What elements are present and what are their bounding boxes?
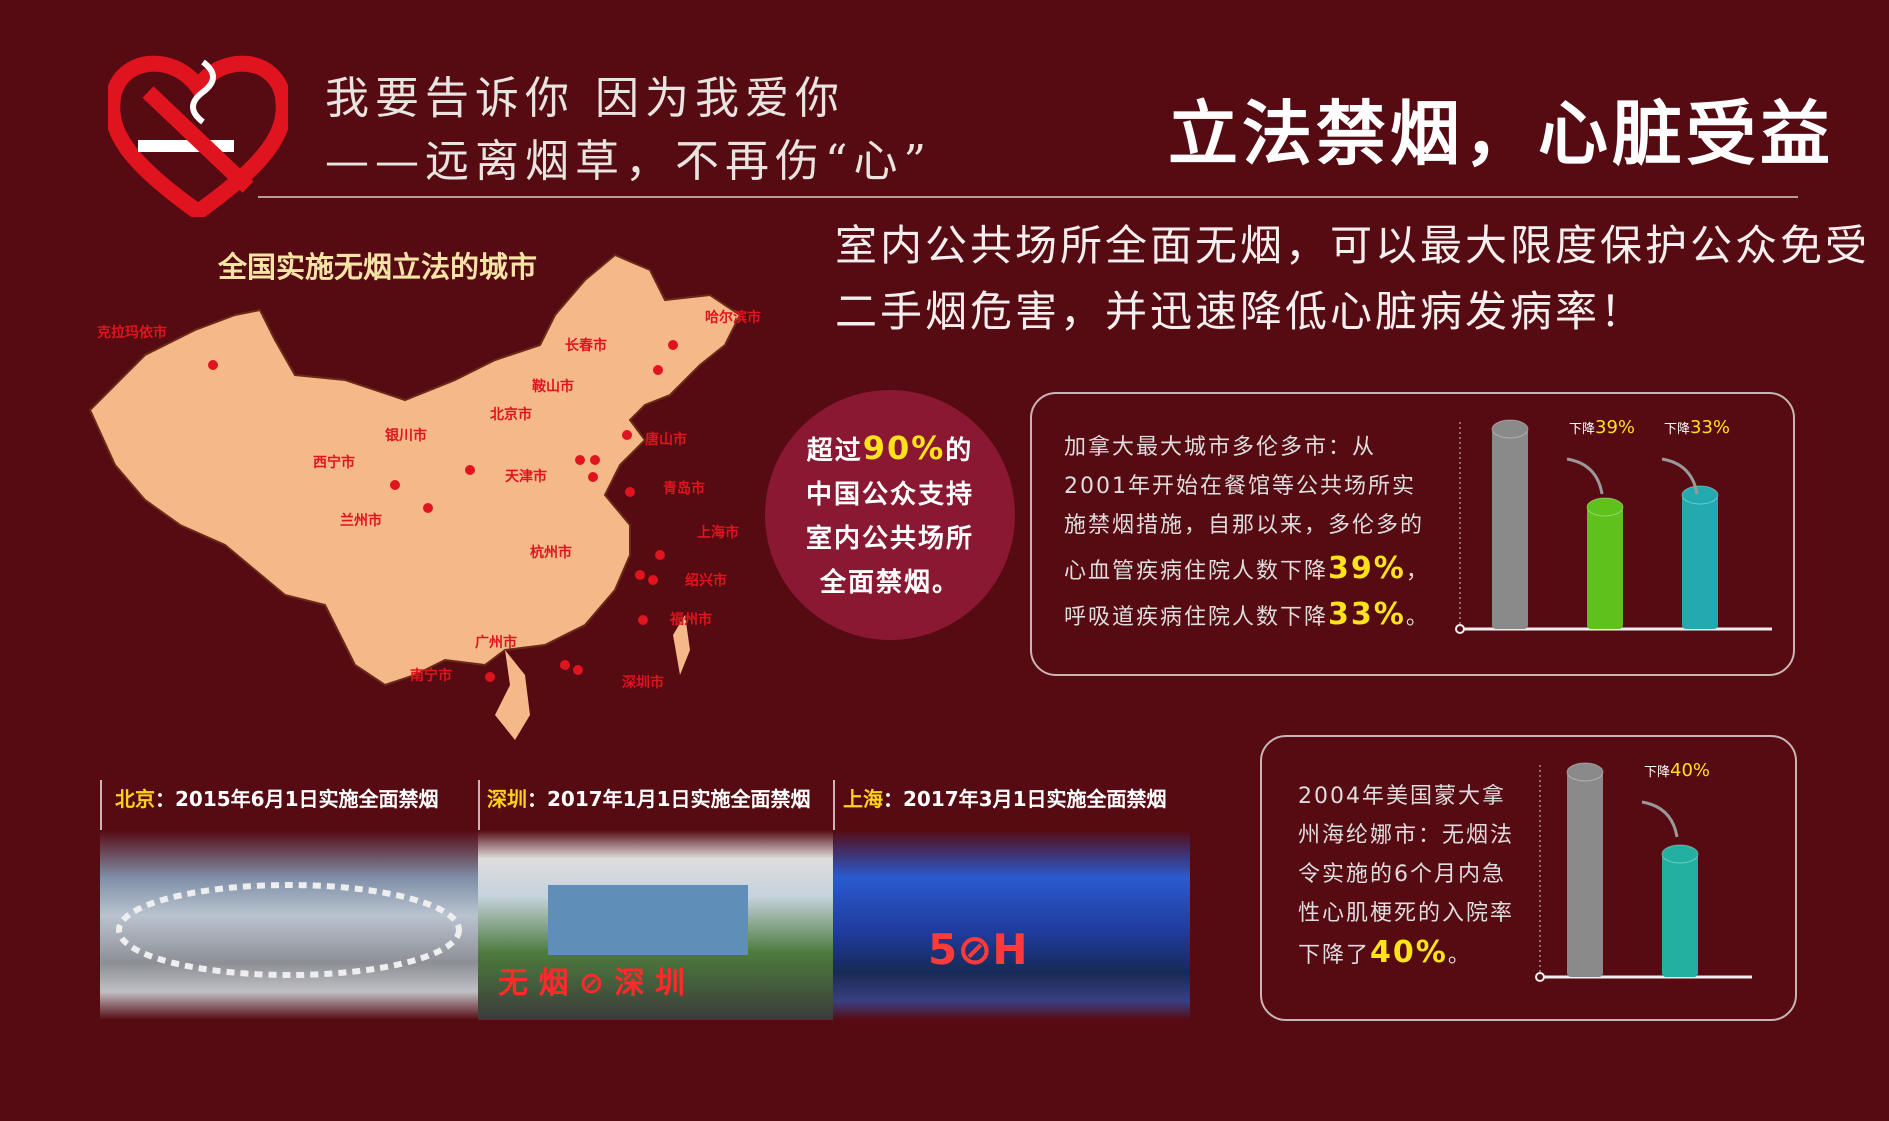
toronto-text: 加拿大最大城市多伦多市：从 2001年开始在餐馆等公共场所实 施禁烟措施，自那以… [1064, 428, 1430, 637]
caption-shanghai: 上海：2017年3月1日实施全面禁烟 [843, 783, 1167, 812]
photo-birds-nest [100, 830, 478, 1020]
arrow-icon [1641, 800, 1679, 838]
photo-shanghai: 5⊘H [833, 830, 1190, 1020]
text-line: 下降了40%。 [1298, 933, 1514, 975]
city: 上海 [843, 787, 883, 811]
city-label: 西宁市 [313, 454, 355, 471]
text: ：2017年3月1日实施全面禁烟 [883, 787, 1167, 811]
support-circle: 超过90%的 中国公众支持 室内公共场所 全面禁烟。 [765, 390, 1015, 640]
city-label: 天津市 [505, 468, 547, 485]
city-label: 南宁市 [410, 667, 452, 684]
city: 北京 [115, 787, 155, 811]
bar-top [1566, 762, 1604, 782]
map-title: 全国实施无烟立法的城市 [218, 250, 538, 284]
city: 深圳 [487, 787, 527, 811]
no-smoking-sign: 无 烟 ⊘ 深 圳 [498, 966, 685, 1001]
value: 40% [1370, 935, 1448, 970]
text: ， [1405, 559, 1430, 584]
city-label: 绍兴市 [685, 572, 727, 589]
support-pre: 超过 [806, 435, 863, 466]
bar [1492, 429, 1528, 629]
divider [478, 780, 480, 840]
text: 下降了 [1298, 943, 1371, 968]
city-label: 长春市 [565, 337, 607, 354]
text-line: 令实施的6个月内急 [1298, 862, 1506, 887]
caption-beijing: 北京：2015年6月1日实施全面禁烟 [115, 783, 439, 812]
city-label: 银川市 [385, 427, 427, 444]
drop-label: 下降33% [1664, 417, 1730, 438]
city-label: 唐山市 [645, 431, 687, 448]
text-line: 2001年开始在餐馆等公共场所实 [1064, 474, 1416, 499]
support-line4: 全面禁烟。 [819, 567, 960, 598]
slogan-line2: ——远离烟草，不再伤“心” [325, 136, 932, 187]
bar-top [1661, 844, 1699, 864]
city-label: 北京市 [490, 406, 532, 423]
helena-panel: 2004年美国蒙大拿 州海纶娜市：无烟法 令实施的6个月内急 性心肌梗死的入院率… [1260, 735, 1797, 1021]
text-line: 性心肌梗死的入院率 [1298, 901, 1515, 926]
value: 39% [1328, 551, 1406, 586]
divider [833, 780, 835, 840]
no-smoking-sign: 5⊘H [928, 925, 1028, 974]
city-label: 广州市 [475, 634, 517, 651]
intro-line1: 室内公共场所全面无烟，可以最大限度保护公众免受 [835, 221, 1871, 270]
bar-top [1491, 419, 1529, 439]
support-line3: 室内公共场所 [805, 523, 974, 554]
text-line: 呼吸道疾病住院人数下降33%。 [1064, 595, 1430, 637]
helena-text: 2004年美国蒙大拿 州海纶娜市：无烟法 令实施的6个月内急 性心肌梗死的入院率… [1298, 777, 1514, 975]
text-line: 加拿大最大城市多伦多市：从 [1064, 435, 1377, 460]
china-map: 克拉玛依市 哈尔滨市 长春市 鞍山市 北京市 唐山市 银川市 西宁市 天津市 青… [88, 253, 761, 740]
text-line: 心血管疾病住院人数下降39%， [1064, 549, 1430, 591]
value: 33% [1328, 597, 1406, 632]
city-label: 克拉玛依市 [97, 324, 167, 341]
toronto-panel: 加拿大最大城市多伦多市：从 2001年开始在餐馆等公共场所实 施禁烟措施，自那以… [1030, 392, 1795, 676]
text-line: 2004年美国蒙大拿 [1298, 784, 1506, 809]
support-value: 90% [862, 428, 946, 467]
divider [258, 196, 1798, 198]
bar [1567, 772, 1603, 977]
city-label: 上海市 [697, 524, 739, 541]
drop-label: 下降39% [1569, 417, 1635, 438]
city-label: 兰州市 [340, 512, 382, 529]
bar [1662, 854, 1698, 977]
slogan-line1: 我要告诉你 因为我爱你 [325, 73, 845, 124]
no-smoking-heart-icon [108, 55, 288, 217]
city-label: 哈尔滨市 [705, 309, 761, 326]
arrow-icon [1566, 457, 1604, 495]
divider [100, 780, 102, 840]
text-line: 州海纶娜市：无烟法 [1298, 823, 1515, 848]
page-title: 立法禁烟，心脏受益 [1168, 93, 1834, 175]
city-label: 青岛市 [663, 480, 705, 497]
text-line: 施禁烟措施，自那以来，多伦多的 [1064, 513, 1425, 538]
bar [1682, 495, 1718, 629]
toronto-chart: 下降39% 下降33% [1455, 417, 1772, 634]
bar-top [1681, 485, 1719, 505]
billboard [548, 885, 748, 955]
city-label: 鞍山市 [532, 378, 574, 395]
text: ：2017年1月1日实施全面禁烟 [527, 787, 811, 811]
text: 。 [1405, 605, 1430, 630]
photo-shenzhen: 无 烟 ⊘ 深 圳 [478, 830, 833, 1020]
city-label: 福州市 [669, 611, 712, 628]
text: 呼吸道疾病住院人数下降 [1064, 605, 1329, 630]
axis-origin [1455, 624, 1465, 634]
text: ：2015年6月1日实施全面禁烟 [155, 787, 439, 811]
text: 。 [1447, 943, 1472, 968]
bar [1587, 507, 1623, 629]
bar-top [1586, 497, 1624, 517]
support-post: 的 [945, 435, 974, 466]
axis-origin [1535, 972, 1545, 982]
city-label: 杭州市 [530, 544, 572, 561]
helena-chart: 下降40% [1535, 760, 1752, 982]
intro-line2: 二手烟危害，并迅速降低心脏病发病率！ [835, 287, 1646, 336]
text: 心血管疾病住院人数下降 [1064, 559, 1329, 584]
city-label: 深圳市 [622, 674, 664, 691]
support-line2: 中国公众支持 [805, 479, 974, 510]
arrow-icon [1661, 457, 1699, 495]
drop-label: 下降40% [1644, 760, 1710, 781]
caption-shenzhen: 深圳：2017年1月1日实施全面禁烟 [487, 783, 811, 812]
